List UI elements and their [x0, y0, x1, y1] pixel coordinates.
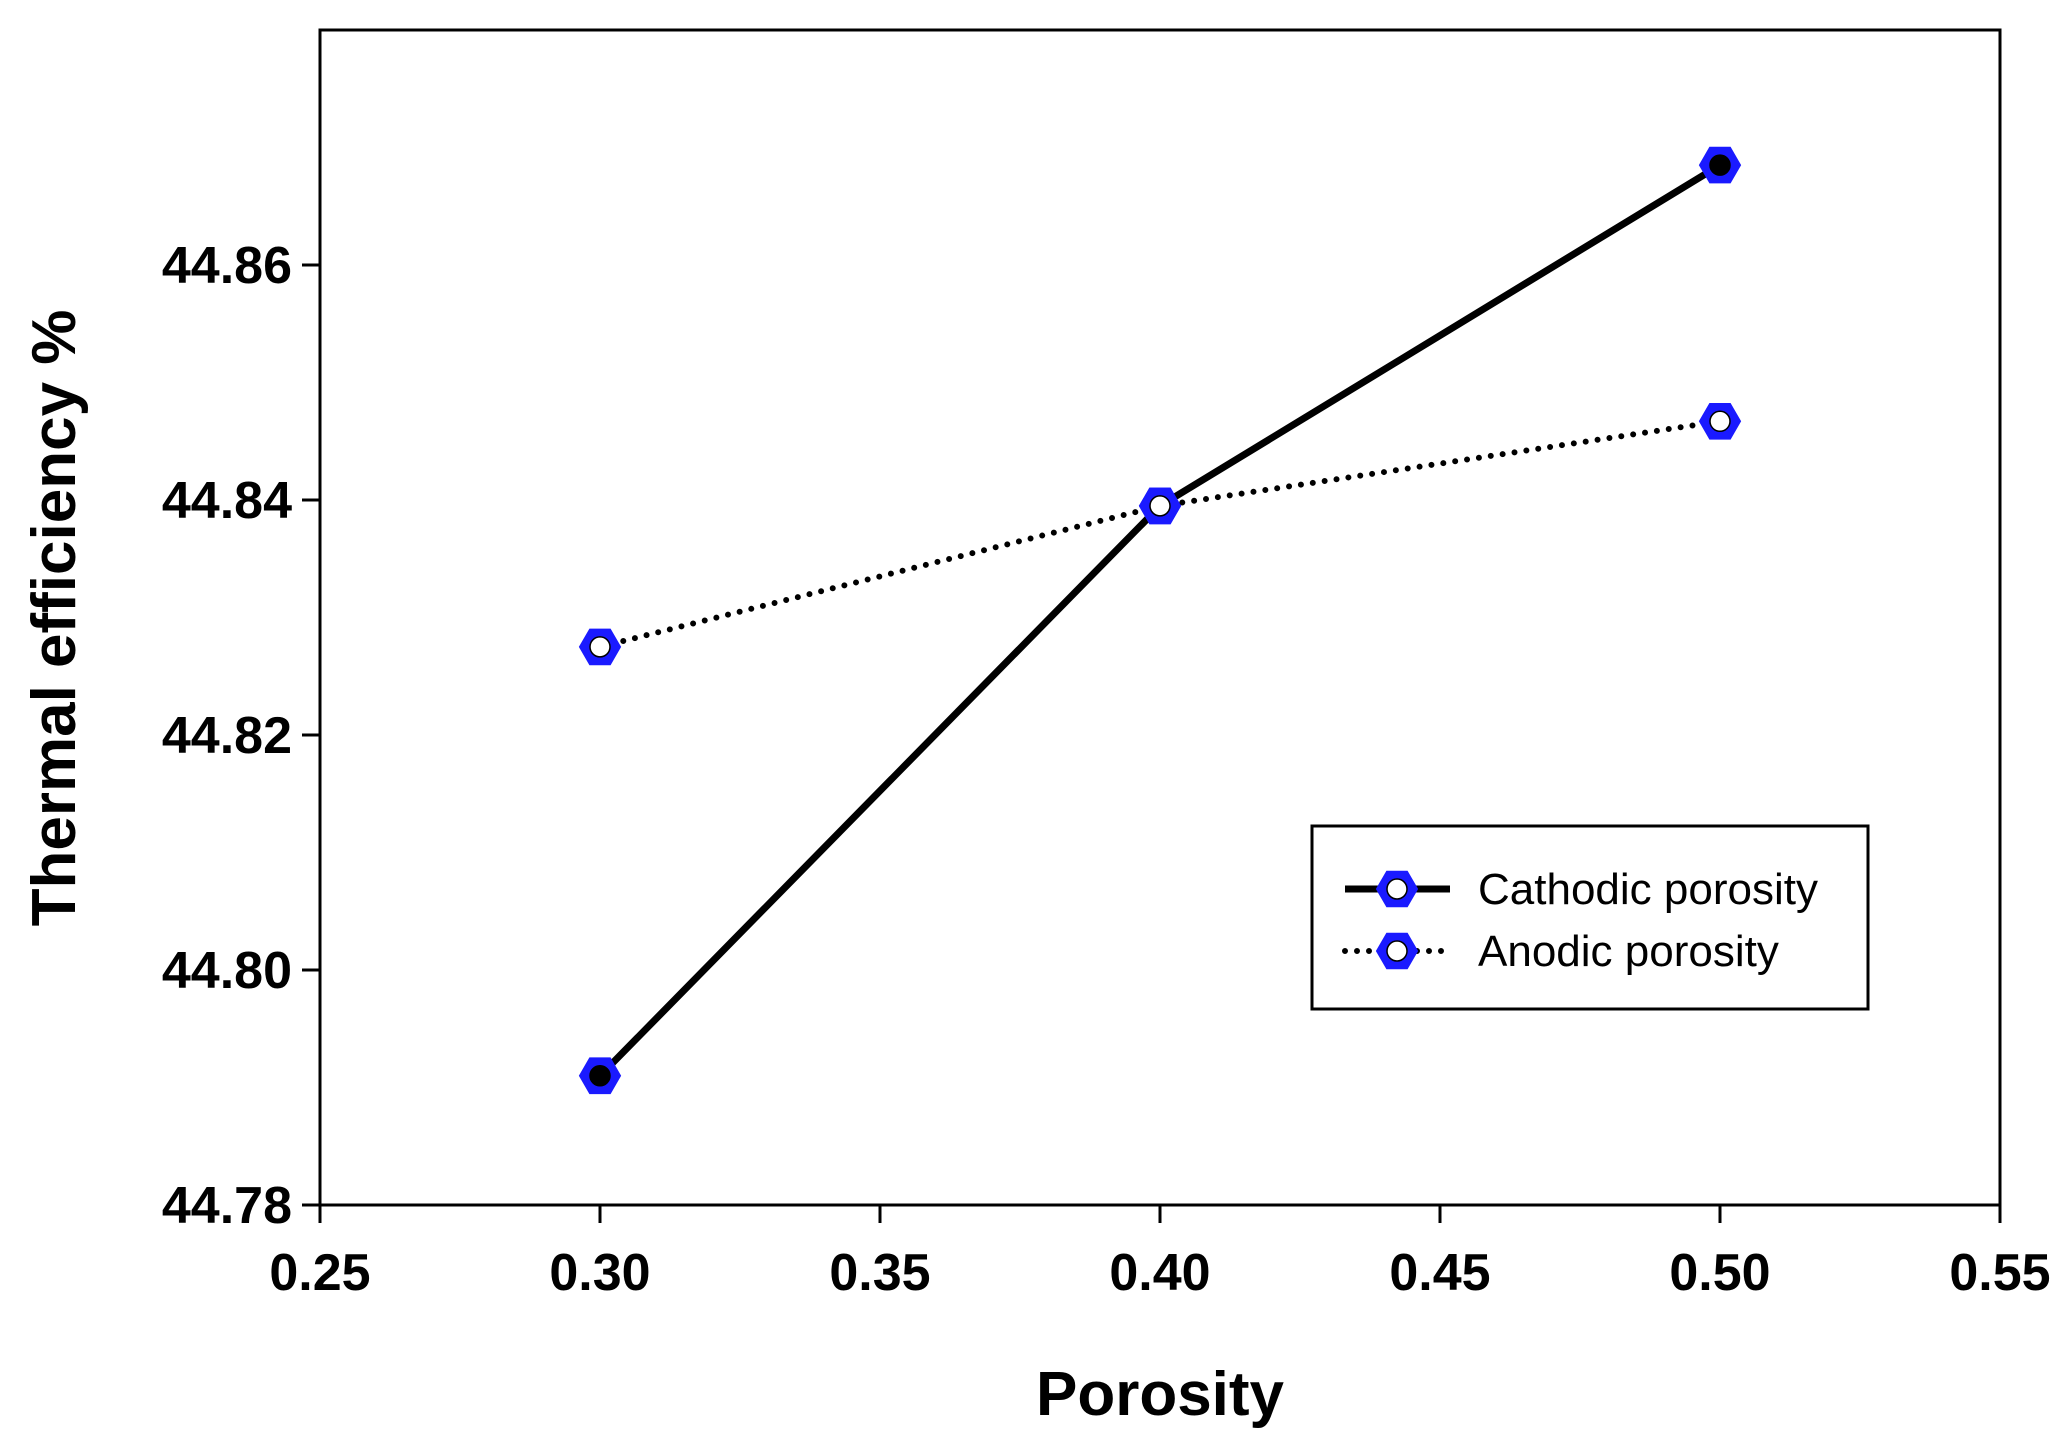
y-tick-label: 44.84: [162, 472, 292, 530]
cathodic-data-point: [578, 1057, 622, 1095]
x-tick-label: 0.50: [1669, 1244, 1770, 1302]
plot-frame: [318, 28, 2002, 1207]
x-axis-title: Porosity: [1036, 1360, 1285, 1429]
legend-label-cathodic: Cathodic porosity: [1478, 865, 1818, 914]
y-tick-label: 44.86: [162, 237, 292, 295]
cathodic-data-point: [1698, 146, 1742, 184]
y-tick-label: 44.80: [162, 942, 292, 1000]
x-tick-label: 0.40: [1109, 1244, 1210, 1302]
legend-box: [1310, 824, 1870, 1011]
legend-label-anodic: Anodic porosity: [1478, 927, 1779, 976]
x-tick-label: 0.35: [829, 1244, 930, 1302]
anodic-data-point: [1138, 487, 1182, 525]
x-tick-label: 0.45: [1389, 1244, 1490, 1302]
legend: Cathodic porosity Anodic porosity: [1310, 824, 1870, 1011]
x-tick-label: 0.55: [1949, 1244, 2050, 1302]
anodic-data-point: [1698, 403, 1742, 440]
anodic-porosity-line: [597, 418, 1723, 650]
y-axis-title: Thermal efficiency %: [20, 310, 89, 927]
legend-marker-cathodic: [1375, 870, 1419, 908]
anodic-data-point: [578, 628, 622, 666]
y-tick-label: 44.78: [162, 1177, 292, 1235]
x-tick-label: 0.30: [549, 1244, 650, 1302]
x-tick-label: 0.25: [269, 1244, 370, 1302]
legend-marker-anodic: [1375, 932, 1419, 970]
y-tick-label: 44.82: [162, 707, 292, 765]
